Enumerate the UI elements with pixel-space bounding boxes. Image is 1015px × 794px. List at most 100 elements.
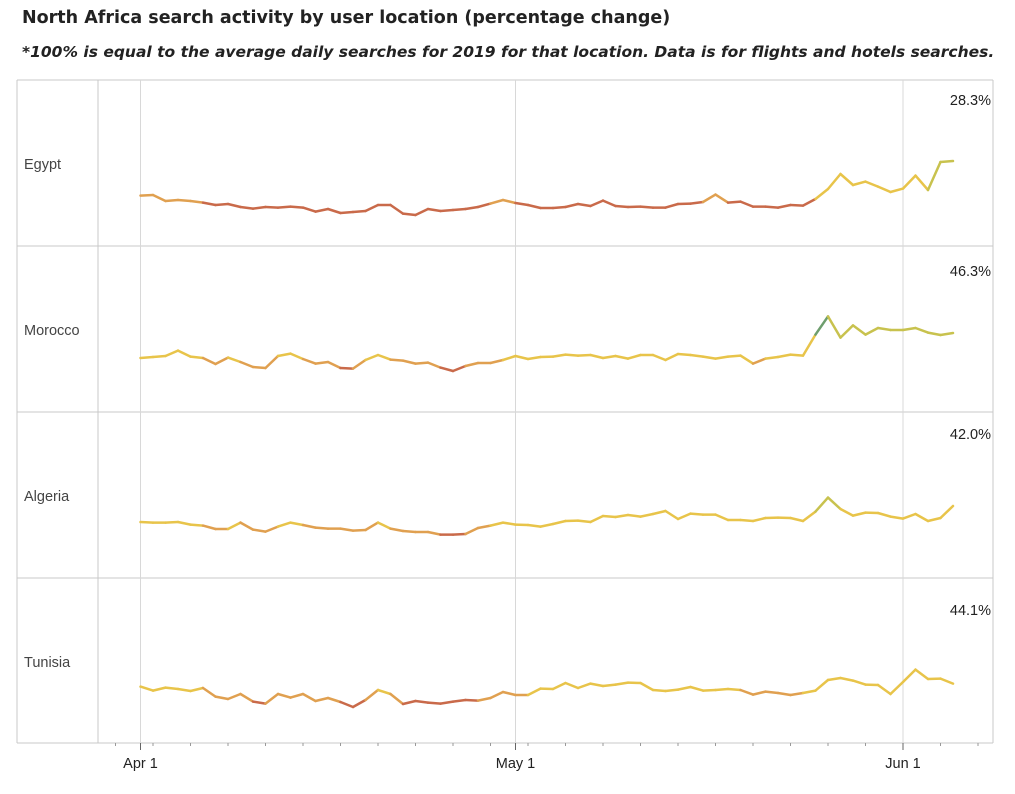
series-segment-algeria (739, 518, 755, 523)
series-segment-algeria (264, 525, 280, 533)
series-segment-algeria (389, 527, 405, 533)
series-segment-morocco (939, 331, 955, 337)
series-segment-algeria (314, 526, 330, 530)
series-segment-morocco (551, 353, 567, 358)
series-segment-morocco (301, 357, 317, 365)
series-segment-morocco (576, 353, 592, 357)
chart-subtitle: *100% is equal to the average daily sear… (22, 43, 995, 61)
series-segment-morocco (601, 354, 617, 360)
series-segment-algeria (939, 504, 955, 520)
series-segment-morocco (439, 366, 455, 373)
series-segment-algeria (401, 529, 417, 534)
series-segment-egypt (514, 201, 530, 207)
series-segment-tunisia (651, 688, 667, 693)
series-segment-egypt (414, 207, 430, 217)
series-segment-morocco (426, 361, 442, 369)
series-segment-algeria (176, 520, 192, 526)
series-segment-algeria (364, 521, 380, 532)
x-tick-label: May 1 (496, 756, 536, 772)
series-segment-egypt (764, 205, 780, 209)
series-segment-tunisia (826, 676, 842, 682)
series-segment-tunisia (351, 698, 367, 709)
series-segment-egypt (264, 205, 280, 209)
series-segment-tunisia (614, 681, 630, 686)
series-segment-tunisia (476, 696, 492, 702)
series-segment-morocco (526, 355, 542, 361)
series-segment-tunisia (839, 676, 855, 682)
series-segment-algeria (526, 523, 542, 528)
series-segment-algeria (239, 521, 255, 531)
series-segment-algeria (814, 496, 830, 513)
series-segment-algeria (826, 496, 842, 511)
series-segment-tunisia (214, 695, 230, 701)
series-segment-tunisia (676, 685, 692, 691)
end-value-label-morocco: 46.3% (950, 264, 991, 280)
series-segment-egypt (301, 206, 317, 213)
series-segment-algeria (464, 526, 480, 536)
series-segment-tunisia (276, 692, 292, 699)
series-segment-tunisia (564, 681, 580, 690)
chart-title: North Africa search activity by user loc… (22, 8, 671, 28)
series-segment-tunisia (201, 686, 217, 698)
series-segment-algeria (639, 512, 655, 518)
series-segment-egypt (726, 200, 742, 204)
series-segment-tunisia (601, 683, 617, 688)
series-segment-egypt (289, 205, 305, 209)
series-segment-tunisia (314, 696, 330, 703)
series-segment-algeria (914, 512, 930, 523)
series-segment-morocco (464, 361, 480, 368)
series-segment-egypt (839, 172, 855, 187)
series-segment-morocco (376, 353, 392, 361)
series-segment-tunisia (726, 687, 742, 692)
series-segment-egypt (226, 202, 242, 209)
series-segment-egypt (851, 180, 867, 187)
series-segment-tunisia (264, 692, 280, 705)
series-segment-egypt (176, 198, 192, 203)
series-segment-morocco (314, 360, 330, 365)
series-segment-tunisia (176, 687, 192, 693)
series-segment-algeria (851, 511, 867, 517)
series-segment-algeria (251, 528, 267, 533)
series-segment-algeria (839, 507, 855, 517)
series-segment-egypt (776, 203, 792, 209)
series-segment-morocco (814, 315, 830, 336)
series-segment-tunisia (939, 677, 955, 685)
series-segment-egypt (551, 205, 567, 210)
series-segment-tunisia (689, 685, 705, 692)
series-segment-tunisia (814, 678, 830, 692)
series-segment-tunisia (339, 700, 355, 709)
series-segment-tunisia (589, 682, 605, 688)
series-segment-algeria (589, 514, 605, 524)
series-segment-morocco (676, 352, 692, 357)
series-segment-egypt (251, 205, 267, 210)
series-segment-tunisia (389, 692, 405, 706)
series-segment-morocco (276, 352, 292, 358)
series-segment-morocco (414, 361, 430, 365)
series-segment-algeria (451, 532, 467, 536)
series-segment-tunisia (464, 698, 480, 702)
series-segment-egypt (914, 174, 930, 192)
series-segment-morocco (251, 365, 267, 370)
series-segment-algeria (351, 528, 367, 532)
series-segment-egypt (351, 209, 367, 214)
series-segment-morocco (726, 354, 742, 358)
series-segment-egypt (939, 159, 955, 164)
series-segment-egypt (314, 207, 330, 213)
series-segment-egypt (901, 174, 917, 190)
series-segment-algeria (601, 514, 617, 519)
end-value-label-algeria: 42.0% (950, 427, 991, 443)
series-segment-morocco (226, 356, 242, 364)
series-segment-tunisia (139, 685, 155, 692)
series-segment-morocco (851, 324, 867, 336)
series-segment-algeria (789, 516, 805, 523)
series-segment-egypt (214, 202, 230, 207)
series-segment-egypt (714, 193, 730, 204)
series-segment-algeria (164, 520, 180, 524)
end-value-label-egypt: 28.3% (950, 93, 991, 109)
series-segment-egypt (814, 187, 830, 201)
series-segment-egypt (276, 205, 292, 209)
series-segment-algeria (901, 512, 917, 520)
series-segment-tunisia (364, 688, 380, 702)
series-segment-egypt (139, 193, 155, 197)
series-segment-algeria (376, 521, 392, 530)
